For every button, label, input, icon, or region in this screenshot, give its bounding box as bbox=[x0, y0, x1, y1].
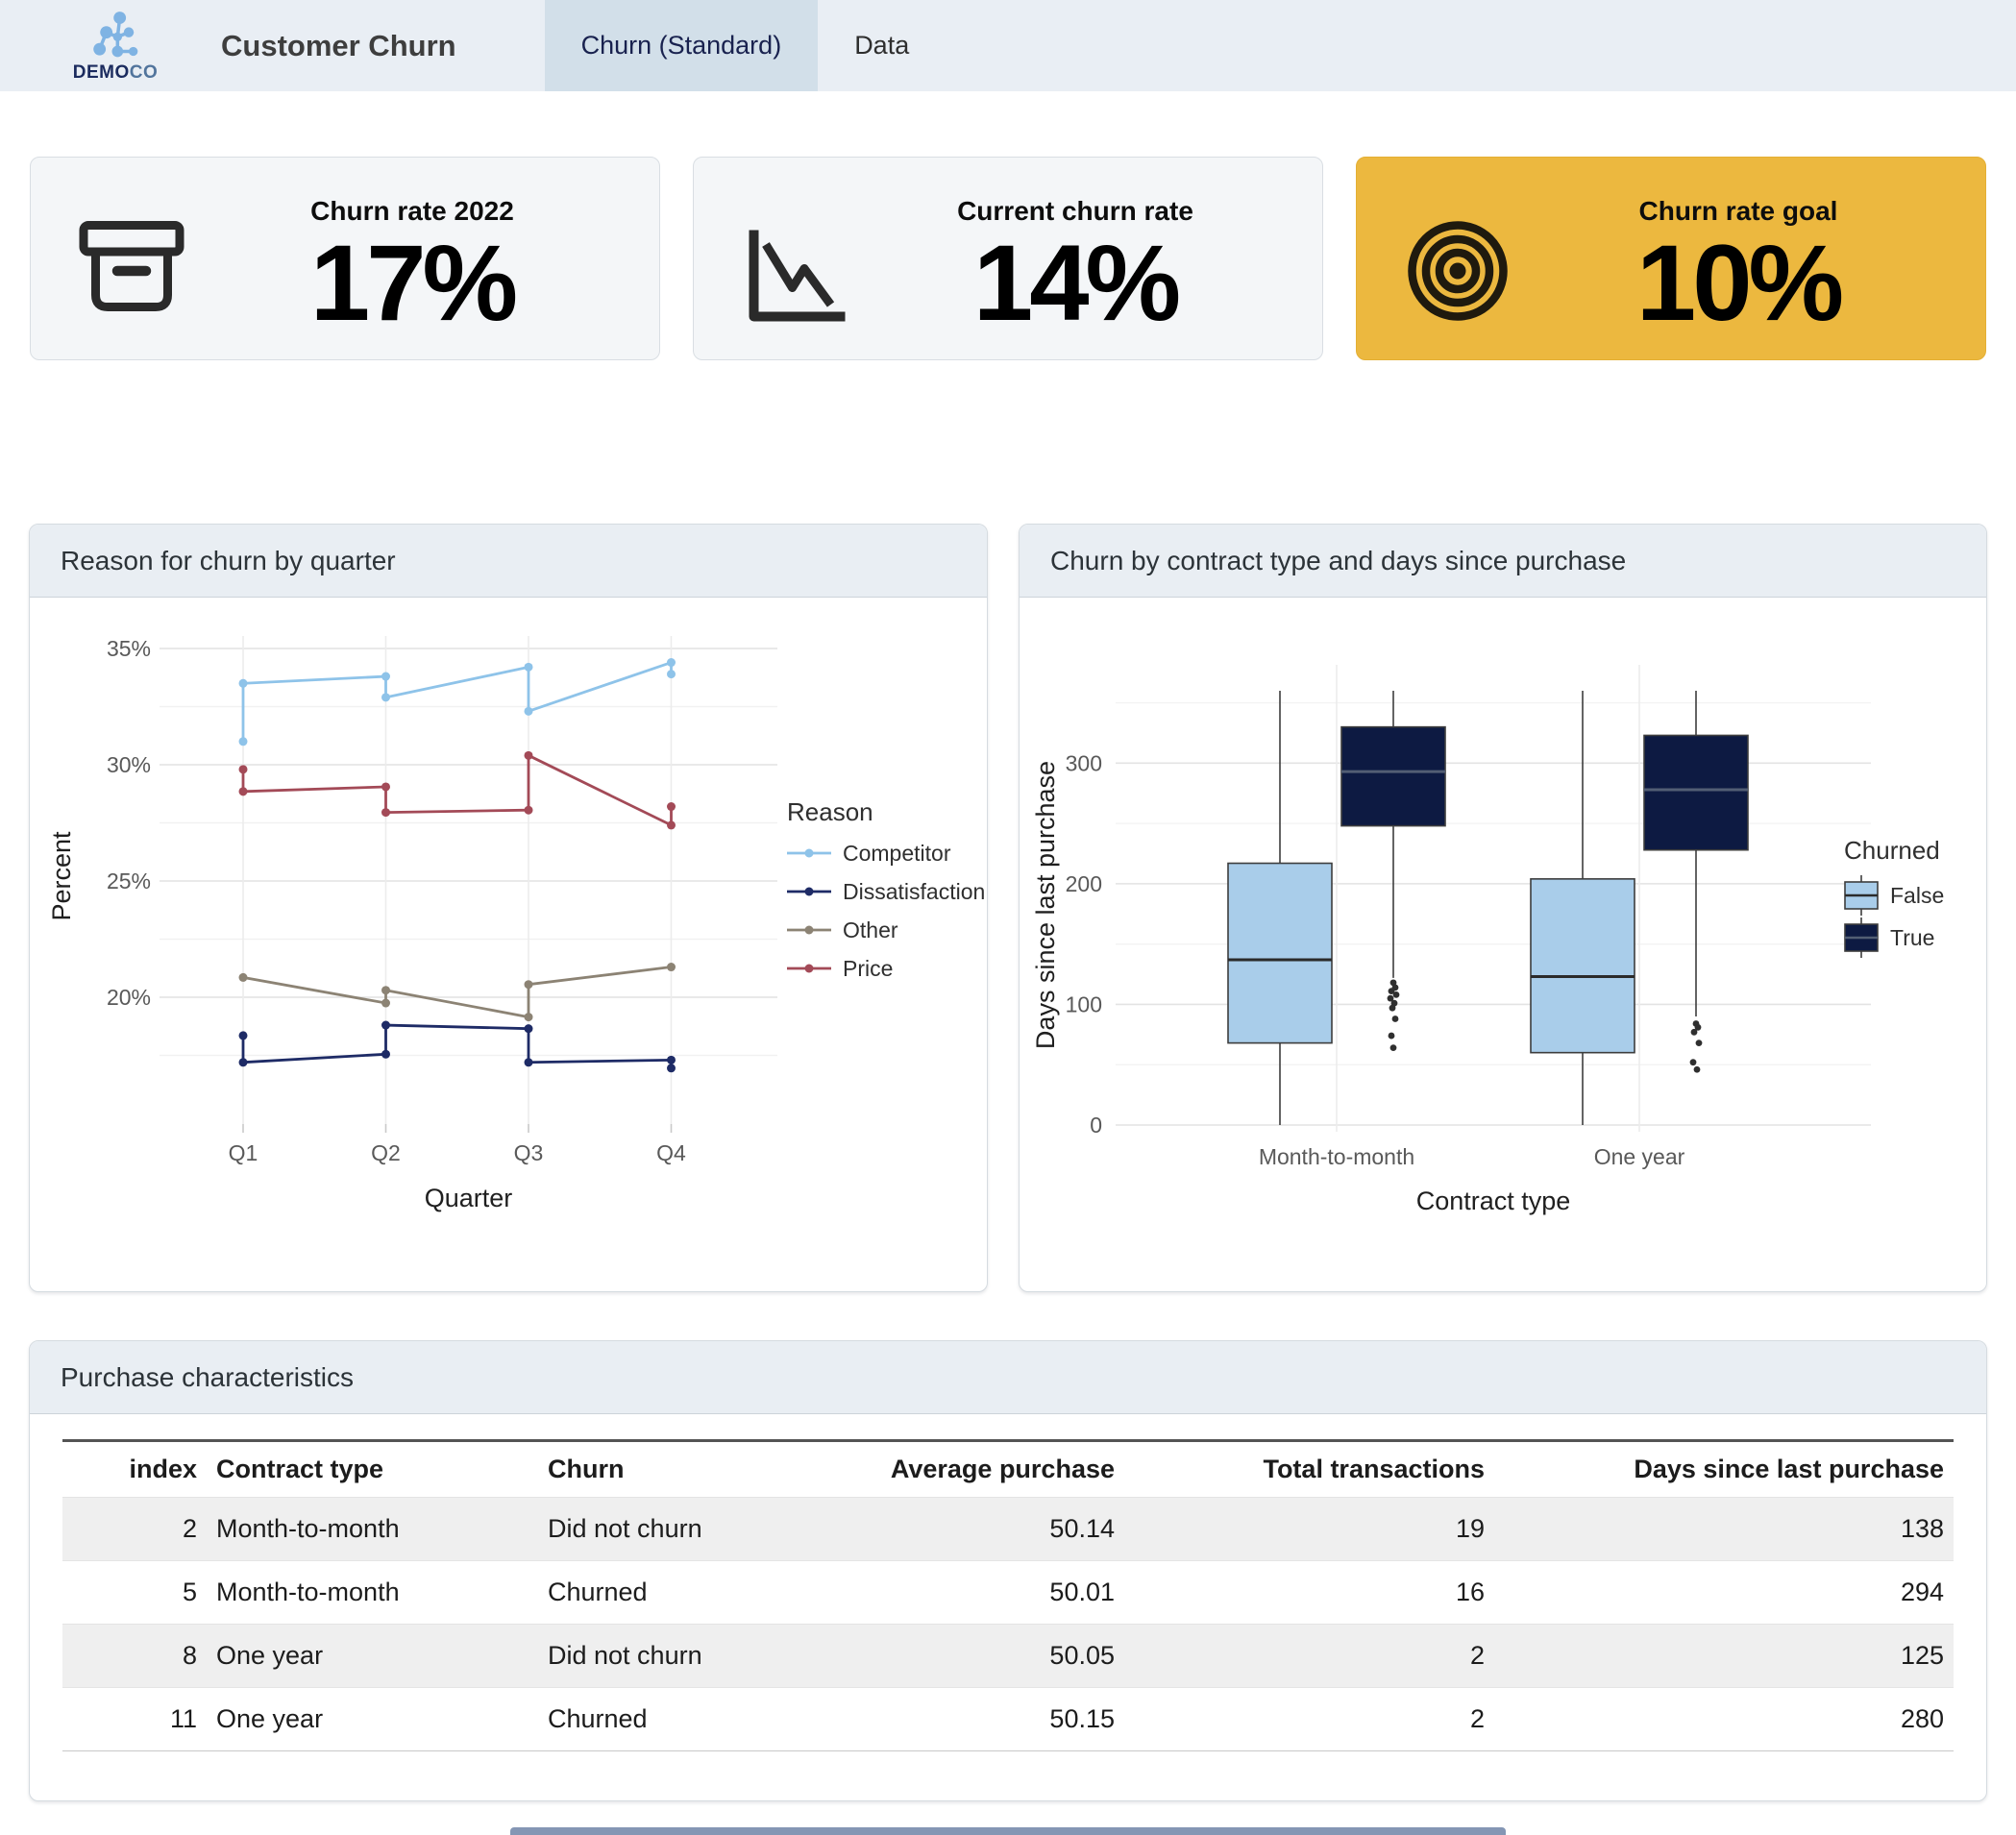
reason-chart-title: Reason for churn by quarter bbox=[61, 545, 396, 575]
table-cell: 50.05 bbox=[1049, 1641, 1115, 1670]
table-cell: 50.14 bbox=[1049, 1514, 1115, 1543]
company-logo: DEMOCO bbox=[67, 0, 163, 91]
svg-text:Q4: Q4 bbox=[656, 1140, 686, 1165]
column-header: index bbox=[129, 1455, 197, 1483]
column-header: Days since last purchase bbox=[1634, 1455, 1944, 1483]
target-icon bbox=[1357, 188, 1559, 329]
table-cell: Did not churn bbox=[548, 1641, 702, 1670]
column-header: Total transactions bbox=[1263, 1455, 1485, 1483]
table-cell: 8 bbox=[182, 1641, 197, 1670]
svg-text:Q2: Q2 bbox=[371, 1140, 401, 1165]
molecule-logo-icon bbox=[93, 11, 138, 57]
table-row: 11 One year Churned 50.15 2 280 bbox=[62, 1687, 1954, 1751]
table-row: 2 Month-to-month Did not churn 50.14 19 138 bbox=[62, 1497, 1954, 1561]
reason-chart-panel: Reason for churn by quarter 20% 25% 30% 35%… bbox=[29, 524, 988, 1292]
kpi-row: Churn rate 2022 17% Current churn rate 1… bbox=[30, 157, 1986, 360]
svg-text:Other: Other bbox=[843, 918, 898, 942]
table-cell: 19 bbox=[1455, 1514, 1485, 1543]
svg-text:Price: Price bbox=[843, 956, 893, 981]
svg-text:Churned: Churned bbox=[1844, 836, 1940, 865]
table-panel: Purchase characteristics index Contract t… bbox=[29, 1340, 1987, 1801]
svg-text:0: 0 bbox=[1090, 1113, 1102, 1138]
kpi-card-current-churn-rate: Current churn rate 14% bbox=[693, 157, 1323, 360]
kpi-card-churn-rate-goal: Churn rate goal 10% bbox=[1356, 157, 1986, 360]
tab-churn-standard[interactable]: Churn (Standard) bbox=[544, 0, 819, 91]
svg-text:20%: 20% bbox=[107, 985, 151, 1010]
table-cell: Did not churn bbox=[548, 1514, 702, 1543]
svg-text:200: 200 bbox=[1066, 871, 1102, 896]
kpi-label: Churn rate goal bbox=[1638, 196, 1838, 227]
svg-text:35%: 35% bbox=[107, 636, 151, 661]
table-cell: 16 bbox=[1455, 1578, 1485, 1606]
app-header: DEMOCO Customer Churn Churn (Standard) D… bbox=[0, 0, 2016, 91]
table-panel-title: Purchase characteristics bbox=[61, 1361, 355, 1392]
table-cell: 2 bbox=[182, 1514, 197, 1543]
table-cell: One year bbox=[216, 1641, 324, 1670]
purchase-characteristics-table: index Contract type Churn Average purchase T… bbox=[62, 1439, 1954, 1751]
table-header-row: index Contract type Churn Average purchase T… bbox=[62, 1440, 1954, 1498]
svg-text:False: False bbox=[1890, 883, 1944, 908]
svg-text:Quarter: Quarter bbox=[425, 1184, 513, 1212]
svg-text:Reason: Reason bbox=[787, 797, 873, 826]
kpi-value: 14% bbox=[972, 223, 1181, 344]
table-cell: 2 bbox=[1469, 1704, 1485, 1733]
kpi-label: Current churn rate bbox=[957, 196, 1193, 227]
table-cell: 294 bbox=[1900, 1578, 1944, 1606]
table-panel-header: Purchase characteristics bbox=[30, 1341, 1986, 1414]
archive-box-icon bbox=[31, 188, 233, 329]
svg-text:One year: One year bbox=[1594, 1144, 1685, 1169]
kpi-value: 10% bbox=[1635, 223, 1844, 344]
table-cell: 50.15 bbox=[1049, 1704, 1115, 1733]
column-header: Churn bbox=[548, 1455, 625, 1483]
box-chart-title: Churn by contract type and days since pu… bbox=[1050, 545, 1627, 575]
svg-text:Month-to-month: Month-to-month bbox=[1259, 1144, 1414, 1169]
svg-text:30%: 30% bbox=[107, 752, 151, 777]
table-cell: 125 bbox=[1900, 1641, 1944, 1670]
reason-line-chart: 20% 25% 30% 35% Q1 Q2 Q3 Q4 Quarter Percent Reason… bbox=[47, 636, 985, 1212]
svg-text:Competitor: Competitor bbox=[843, 841, 951, 866]
charts-row: Reason for churn by quarter 20% 25% 30% 35%… bbox=[29, 524, 1987, 1292]
svg-text:300: 300 bbox=[1066, 750, 1102, 775]
svg-text:Percent: Percent bbox=[47, 831, 76, 921]
kpi-label: Churn rate 2022 bbox=[310, 196, 514, 227]
churn-boxplot-chart: 0 100 200 300 Month-to-month One year Contract… bbox=[1031, 665, 1944, 1215]
tab-bar: Churn (Standard) Data bbox=[544, 0, 947, 91]
box-chart-panel: Churn by contract type and days since pu… bbox=[1019, 524, 1987, 1292]
kpi-value: 17% bbox=[309, 223, 518, 344]
logo-wordmark: DEMOCO bbox=[72, 61, 159, 83]
page-title: Customer Churn bbox=[221, 28, 456, 62]
table-row: 8 One year Did not churn 50.05 2 125 bbox=[62, 1624, 1954, 1688]
table-cell: One year bbox=[216, 1704, 324, 1733]
table-cell: 11 bbox=[169, 1704, 197, 1733]
table-cell: Churned bbox=[548, 1704, 648, 1733]
table-cell: 5 bbox=[182, 1578, 197, 1606]
table-cell: 50.01 bbox=[1049, 1578, 1115, 1606]
declining-line-chart-icon bbox=[694, 188, 896, 329]
svg-text:True: True bbox=[1890, 925, 1934, 950]
svg-text:Q1: Q1 bbox=[229, 1140, 258, 1165]
table-cell: Churned bbox=[548, 1578, 648, 1606]
tab-data[interactable]: Data bbox=[854, 31, 910, 60]
column-header: Contract type bbox=[216, 1455, 384, 1483]
table-cell: Month-to-month bbox=[216, 1514, 400, 1543]
svg-text:Dissatisfaction: Dissatisfaction bbox=[843, 879, 985, 904]
table-cell: 2 bbox=[1469, 1641, 1485, 1670]
svg-text:Contract type: Contract type bbox=[1416, 1187, 1571, 1215]
table-cell: Month-to-month bbox=[216, 1578, 400, 1606]
horizontal-scrollbar-thumb[interactable] bbox=[510, 1827, 1506, 1835]
svg-text:Days since last purchase: Days since last purchase bbox=[1031, 761, 1060, 1049]
reason-chart-panel-header: Reason for churn by quarter bbox=[30, 525, 987, 598]
table-end-rule bbox=[62, 1750, 1954, 1751]
table-cell: 138 bbox=[1900, 1514, 1944, 1543]
table-cell: 280 bbox=[1900, 1704, 1944, 1733]
box-chart-panel-header: Churn by contract type and days since pu… bbox=[1020, 525, 1986, 598]
kpi-card-churn-rate-2022: Churn rate 2022 17% bbox=[30, 157, 660, 360]
svg-text:Q3: Q3 bbox=[514, 1140, 544, 1165]
svg-text:25%: 25% bbox=[107, 869, 151, 893]
svg-text:100: 100 bbox=[1066, 991, 1102, 1016]
column-header: Average purchase bbox=[890, 1455, 1115, 1483]
table-row: 5 Month-to-month Churned 50.01 16 294 bbox=[62, 1560, 1954, 1625]
